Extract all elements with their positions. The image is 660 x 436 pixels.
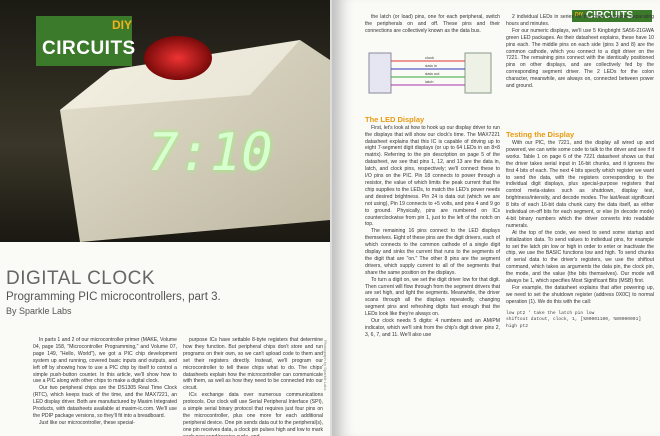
- paragraph: Just like our microcontroller, these spe…: [39, 419, 135, 426]
- paragraph: Our two peripheral chips are the DS1305 …: [33, 385, 177, 419]
- diagram-label: data in: [425, 63, 437, 68]
- column: In parts 1 and 2 of our microcontroller …: [33, 337, 177, 436]
- code-block: low pt2 ' take the latch pin low shiftout…: [506, 311, 654, 331]
- badge-small: DIY: [112, 18, 133, 32]
- paragraph: At the top of the code, we need to send …: [506, 229, 654, 285]
- paragraph: ICs exchange data over numerous communic…: [183, 392, 323, 436]
- column: purpose ICs have settable 8-byte registe…: [183, 337, 323, 436]
- right-badge-small: DIY: [575, 12, 584, 18]
- diagram-label: data out: [425, 71, 440, 76]
- code-line: low pt2 ' take the latch pin low: [506, 310, 595, 316]
- code-line: shiftout datout, clock, 1, [%00001100, %…: [506, 317, 642, 323]
- section-heading: Testing the Display: [506, 129, 575, 139]
- paragraph: the latch (or load) pins, one for each p…: [365, 14, 500, 34]
- badge: DIY CIRCUITS: [36, 16, 135, 66]
- paragraphs: With our PIC, the 7221, and the display …: [506, 140, 654, 306]
- paragraph: With our PIC, the 7221, and the display …: [506, 139, 654, 229]
- paragraph: In parts 1 and 2 of our microcontroller …: [33, 337, 177, 385]
- code-line: high pt2: [506, 323, 529, 329]
- right-badge: DIY CIRCUITS: [572, 10, 652, 22]
- clock-display-glow: 7:10: [147, 123, 272, 183]
- paragraphs: First, let's look at how to hook up our …: [365, 125, 500, 339]
- column: 2 individual LEDs in series for the colo…: [506, 14, 654, 436]
- paragraph: First, let's look at how to hook up our …: [365, 124, 500, 228]
- article-subtitle: Programming PIC microcontrollers, part 3…: [6, 291, 221, 303]
- article-title: DIGITAL CLOCK: [6, 268, 156, 289]
- byline: By Sparkle Labs: [6, 306, 72, 316]
- paragraph: For example, the datasheet explains that…: [506, 285, 654, 305]
- section-heading: The LED Display: [365, 114, 425, 124]
- badge-large: CIRCUITS: [42, 38, 136, 59]
- spi-diagram: clock data in data out latch: [368, 52, 492, 94]
- paragraph: Our clock needs 5 digits: 4 numbers and …: [365, 318, 500, 338]
- paragraphs: 2 individual LEDs in series for the colo…: [506, 14, 654, 90]
- column: the latch (or load) pins, one for each p…: [365, 14, 500, 436]
- paragraph: purpose ICs have settable 8-byte registe…: [183, 337, 323, 392]
- paragraph: For our numeric displays, we'll use 5 Ki…: [506, 27, 654, 90]
- right-badge-large: CIRCUITS: [586, 10, 634, 21]
- paragraph: 2 individual LEDs in series for the colo…: [506, 14, 654, 27]
- paragraph: To turn a digit on, we set the digit dri…: [365, 276, 500, 318]
- diagram-label: clock: [425, 55, 434, 60]
- diagram-label: latch: [425, 79, 433, 84]
- photo-credit: Photograph by Sparkle Labs: [323, 340, 328, 391]
- paragraph: The remaining 16 pins connect to the LED…: [365, 228, 500, 276]
- clock-display: 7:10: [147, 123, 272, 183]
